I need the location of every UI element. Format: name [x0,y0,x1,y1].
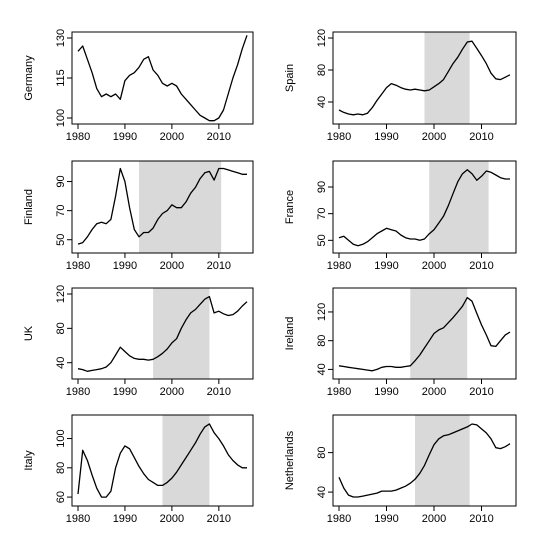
panel-italy: 1980 1990 2000 2010 60 80 100 Italy [23,414,254,525]
x-tick-label: 2000 [160,260,184,272]
series-line [77,167,247,245]
y-tick-label: 115 [55,69,67,87]
x-tick-label: 1980 [327,386,351,398]
x-tick-label: 1990 [374,260,398,272]
series-line [338,169,510,247]
shaded-period [162,415,210,506]
x-tick-label: 2010 [207,131,231,143]
x-tick-label: 2010 [469,131,493,143]
y-tick-label: 40 [316,486,328,498]
series-line [338,296,511,372]
x-tick-label: 2000 [160,131,184,143]
panel-uk: 1980 1990 2000 2010 40 80 120 UK [23,285,254,398]
x-tick-label: 1980 [66,131,90,143]
y-axis-title: Ireland [284,317,296,351]
y-tick-label: 100 [55,109,67,127]
y-tick-label: 40 [316,96,328,108]
y-axis-title: Italy [23,450,35,471]
x-tick-label: 2000 [422,131,446,143]
plot-frame [71,31,254,125]
y-tick-label: 100 [55,429,67,447]
x-tick-label: 1980 [66,513,90,525]
y-axis-title: UK [23,325,35,341]
x-tick-label: 1990 [113,386,137,398]
y-tick-label: 70 [55,205,67,217]
shaded-period [153,288,210,379]
panel-spain: 1980 1990 2000 2010 40 80 120 Spain [284,29,517,143]
x-tick-label: 1990 [113,513,137,525]
panel-netherlands: 1980 1990 2000 2010 40 80 Netherlands [284,414,517,525]
panel-germany: 1980 1990 2000 2010 100 115 130 Germany [23,29,254,143]
x-tick-label: 1990 [374,131,398,143]
y-axis-title: Germany [23,55,35,101]
y-tick-label: 40 [55,357,67,369]
series-line [338,40,511,116]
panel-finland: 1980 1990 2000 2010 50 70 90 Finland [23,160,254,272]
y-tick-label: 80 [55,322,67,334]
x-tick-label: 1980 [327,260,351,272]
x-tick-label: 2010 [469,513,493,525]
x-tick-label: 2010 [207,386,231,398]
x-tick-label: 2000 [422,386,446,398]
x-tick-label: 2000 [422,513,446,525]
x-tick-label: 1980 [66,260,90,272]
y-tick-label: 80 [316,335,328,347]
x-tick-label: 2010 [207,513,231,525]
x-tick-label: 2000 [422,260,446,272]
y-tick-label: 80 [316,446,328,458]
y-axis-title: Netherlands [284,430,296,490]
y-tick-label: 60 [55,491,67,503]
y-tick-label: 80 [55,462,67,474]
x-tick-label: 1990 [113,260,137,272]
x-tick-label: 1980 [327,131,351,143]
x-tick-label: 2010 [207,260,231,272]
x-tick-label: 2010 [469,386,493,398]
series-line [338,423,511,498]
y-tick-label: 50 [55,234,67,246]
y-tick-label: 90 [316,181,328,193]
x-tick-label: 1980 [327,513,351,525]
y-tick-label: 40 [316,363,328,375]
y-tick-label: 120 [55,285,67,303]
x-tick-label: 2000 [160,386,184,398]
y-tick-label: 80 [316,64,328,76]
panel-france: 1980 1990 2000 2010 50 70 90 France [284,160,517,272]
shaded-period [429,161,489,253]
shaded-period [410,288,468,379]
y-tick-label: 50 [316,234,328,246]
panel-ireland: 1980 1990 2000 2010 40 80 120 Ireland [284,287,517,398]
y-tick-label: 70 [316,208,328,220]
series-line [77,35,248,122]
shaded-period [139,161,222,253]
y-axis-title: Finland [23,189,35,225]
x-tick-label: 1980 [66,386,90,398]
y-axis-title: Spain [284,64,296,92]
x-tick-label: 2000 [160,513,184,525]
x-tick-label: 2010 [469,260,493,272]
y-tick-label: 90 [55,175,67,187]
x-tick-label: 1990 [374,513,398,525]
y-tick-label: 130 [55,29,67,47]
x-tick-label: 1990 [113,131,137,143]
series-line [77,295,248,372]
y-axis-title: France [284,190,296,224]
y-tick-label: 120 [316,303,328,321]
y-tick-label: 120 [316,29,328,47]
shaded-period [424,32,470,124]
series-line [77,423,247,498]
x-tick-label: 1990 [374,386,398,398]
